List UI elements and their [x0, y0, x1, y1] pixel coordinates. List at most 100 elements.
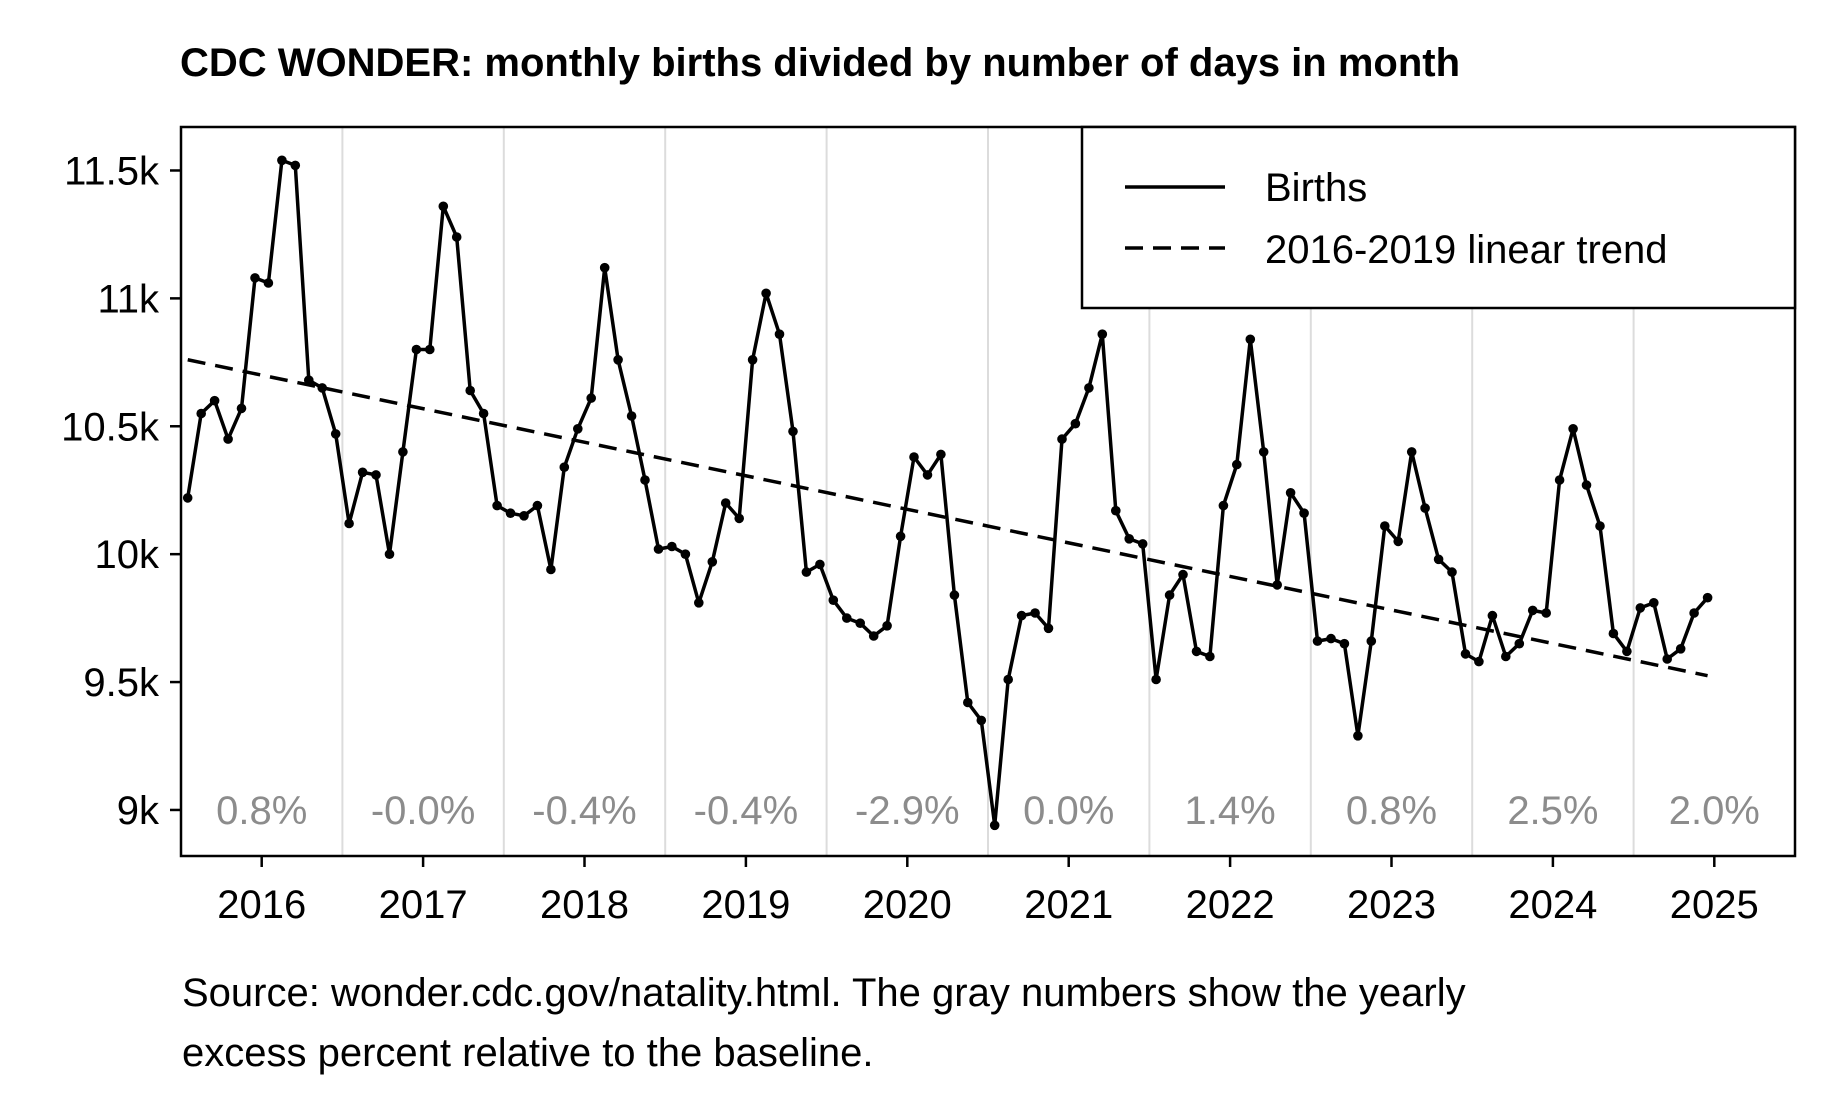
births-point-97	[1487, 610, 1498, 621]
births-point-43	[761, 288, 771, 299]
births-point-78	[1232, 459, 1242, 470]
births-point-75	[1191, 646, 1202, 657]
births-point-50	[855, 618, 865, 628]
births-point-26	[532, 500, 543, 511]
births-point-91	[1406, 447, 1417, 457]
births-point-24	[505, 508, 516, 518]
births-point-29	[573, 424, 583, 434]
y-tick-label-4: 11k	[97, 277, 160, 321]
births-point-38	[694, 598, 704, 608]
births-point-32	[613, 355, 623, 365]
births-point-21	[465, 385, 476, 396]
chart-title: CDC WONDER: monthly births divided by nu…	[180, 41, 1460, 85]
births-point-8	[290, 160, 301, 171]
births-point-85	[1326, 633, 1336, 644]
excess-annotation-9: 2.0%	[1669, 789, 1760, 833]
births-point-35	[653, 544, 664, 554]
births-point-93	[1433, 554, 1444, 565]
births-point-41	[734, 513, 744, 524]
births-point-2	[209, 395, 220, 406]
legend-label-trend: 2016-2019 linear trend	[1265, 228, 1668, 272]
legend-label-births: Births	[1265, 166, 1367, 210]
births-point-64	[1043, 623, 1054, 634]
births-point-25	[519, 511, 529, 521]
births-point-9	[304, 375, 314, 386]
x-tick-label-9: 2025	[1670, 883, 1759, 927]
births-point-107	[1622, 646, 1632, 657]
births-point-34	[640, 475, 650, 485]
series-line-trend	[187, 358, 1708, 678]
births-point-31	[599, 262, 610, 273]
births-point-73	[1164, 590, 1175, 600]
births-point-59	[976, 715, 987, 726]
births-point-99	[1514, 638, 1525, 649]
births-point-112	[1689, 608, 1699, 618]
births-point-101	[1541, 608, 1551, 618]
excess-annotation-5: 0.0%	[1023, 789, 1114, 833]
births-point-13	[357, 467, 368, 478]
births-point-60	[989, 820, 1000, 831]
births-point-66	[1070, 418, 1081, 429]
births-point-79	[1245, 334, 1256, 345]
births-point-46	[801, 567, 812, 577]
births-point-51	[868, 631, 879, 641]
births-point-45	[788, 426, 798, 437]
x-tick-label-2: 2018	[540, 883, 629, 927]
births-point-33	[626, 411, 637, 421]
births-point-55	[922, 470, 933, 480]
excess-annotation-1: -0.0%	[371, 789, 476, 833]
births-point-103	[1568, 424, 1578, 434]
births-point-109	[1649, 598, 1659, 608]
births-point-113	[1702, 592, 1713, 603]
births-point-4	[236, 403, 247, 414]
births-point-36	[667, 541, 677, 552]
series-layer	[182, 155, 1713, 831]
excess-annotation-2: -0.4%	[532, 789, 637, 833]
x-tick-label-1: 2017	[379, 883, 468, 927]
excess-annotation-8: 2.5%	[1507, 789, 1598, 833]
births-point-72	[1151, 674, 1161, 685]
excess-annotation-7: 0.8%	[1346, 789, 1437, 833]
births-point-56	[936, 449, 946, 460]
births-point-27	[546, 564, 556, 575]
excess-annotation-4: -2.9%	[855, 789, 960, 833]
births-point-54	[909, 452, 919, 462]
births-point-106	[1608, 628, 1619, 639]
births-point-40	[720, 498, 731, 508]
births-point-82	[1285, 488, 1296, 498]
legend: Births 2016-2019 linear trend	[1080, 125, 1797, 310]
births-point-77	[1218, 500, 1229, 511]
births-point-95	[1460, 649, 1471, 659]
births-point-23	[492, 500, 502, 511]
births-point-111	[1675, 644, 1686, 654]
excess-percent-annotations: 0.8% -0.0% -0.4% -0.4% -2.9% 0.0% 1.4% 0.8% 2.5%…	[216, 789, 1760, 833]
births-point-53	[895, 531, 906, 542]
x-tick-label-0: 2016	[217, 883, 306, 927]
births-point-89	[1380, 521, 1390, 531]
births-point-84	[1312, 636, 1323, 646]
births-point-74	[1178, 569, 1188, 580]
births-point-94	[1447, 567, 1457, 577]
y-tick-label-3: 10.5k	[61, 405, 160, 449]
births-point-110	[1662, 654, 1672, 664]
births-point-12	[344, 518, 354, 529]
x-tick-label-6: 2022	[1186, 883, 1275, 927]
x-tick-label-8: 2024	[1508, 883, 1597, 927]
births-point-30	[586, 393, 596, 403]
births-point-58	[963, 697, 973, 708]
x-axis: 2016 2017 2018 2019 2020 2021 2022 2023 2024 2025	[217, 856, 1759, 927]
plot-frame	[179, 125, 1797, 858]
births-point-87	[1353, 731, 1363, 741]
births-point-86	[1339, 638, 1350, 649]
births-point-49	[842, 613, 852, 623]
births-point-3	[223, 434, 233, 444]
births-point-68	[1097, 329, 1108, 340]
y-axis: 9k 9.5k 10k 10.5k 11k 11.5k	[61, 149, 181, 833]
births-point-7	[277, 155, 287, 166]
births-point-5	[250, 273, 260, 283]
footer-line-1: Source: wonder.cdc.gov/natality.html. Th…	[182, 971, 1466, 1015]
excess-annotation-6: 1.4%	[1185, 789, 1276, 833]
births-point-28	[559, 462, 570, 473]
x-tick-label-5: 2021	[1024, 883, 1113, 927]
